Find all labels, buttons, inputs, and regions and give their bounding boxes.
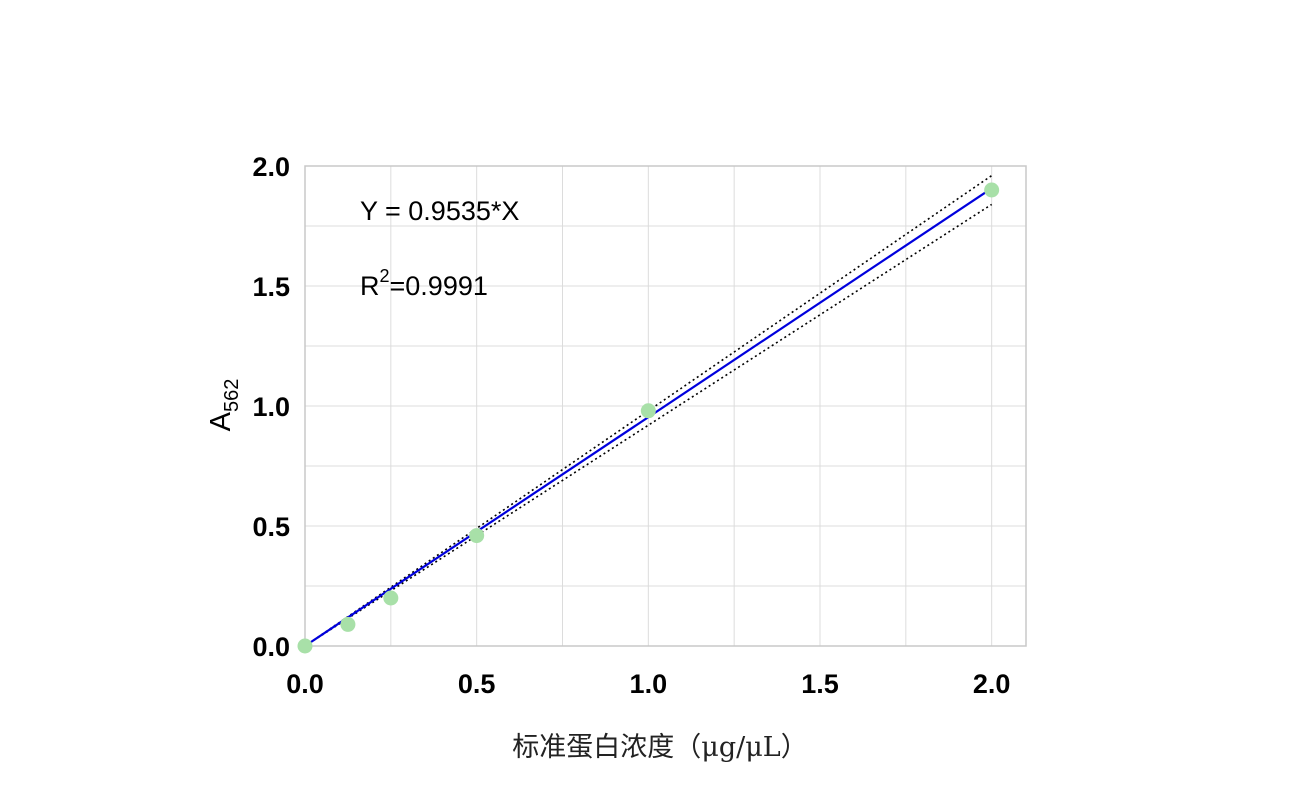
x-tick-label: 1.5 <box>801 669 839 699</box>
y-axis-label-subscript: 562 <box>221 379 243 412</box>
data-point <box>984 182 1000 198</box>
data-point <box>297 638 313 654</box>
data-point <box>640 403 656 419</box>
x-axis-label: 标准蛋白浓度（μg/μL） <box>512 732 807 763</box>
y-tick-label: 2.0 <box>252 152 290 182</box>
r-squared-superscript: 2 <box>380 266 390 286</box>
plot-frame <box>304 165 1027 647</box>
x-tick-label: 0.0 <box>286 669 324 699</box>
grid <box>305 166 1026 646</box>
data-point <box>383 590 399 606</box>
r-squared-prefix: R <box>360 271 380 301</box>
x-tick-labels: 0.0 0.5 1.0 1.5 2.0 <box>286 669 1010 699</box>
r-squared-annotation: R2=0.9991 <box>360 266 488 301</box>
x-tick-label: 1.0 <box>630 669 668 699</box>
y-tick-labels: 0.0 0.5 1.0 1.5 2.0 <box>252 152 290 662</box>
data-point <box>469 528 485 544</box>
data-points <box>297 182 1000 654</box>
confidence-band-lower <box>304 203 993 647</box>
y-axis-label-main: A <box>205 411 237 431</box>
y-tick-label: 1.0 <box>252 392 290 422</box>
y-tick-label: 1.5 <box>252 272 290 302</box>
equation-annotation: Y = 0.9535*X <box>360 196 519 226</box>
y-axis-label: A562 <box>205 379 243 432</box>
x-tick-label: 0.5 <box>458 669 496 699</box>
y-tick-label: 0.5 <box>252 512 290 542</box>
x-tick-label: 2.0 <box>973 669 1011 699</box>
data-point <box>340 616 356 632</box>
y-tick-label: 0.0 <box>252 632 290 662</box>
r-squared-value: =0.9991 <box>390 271 488 301</box>
